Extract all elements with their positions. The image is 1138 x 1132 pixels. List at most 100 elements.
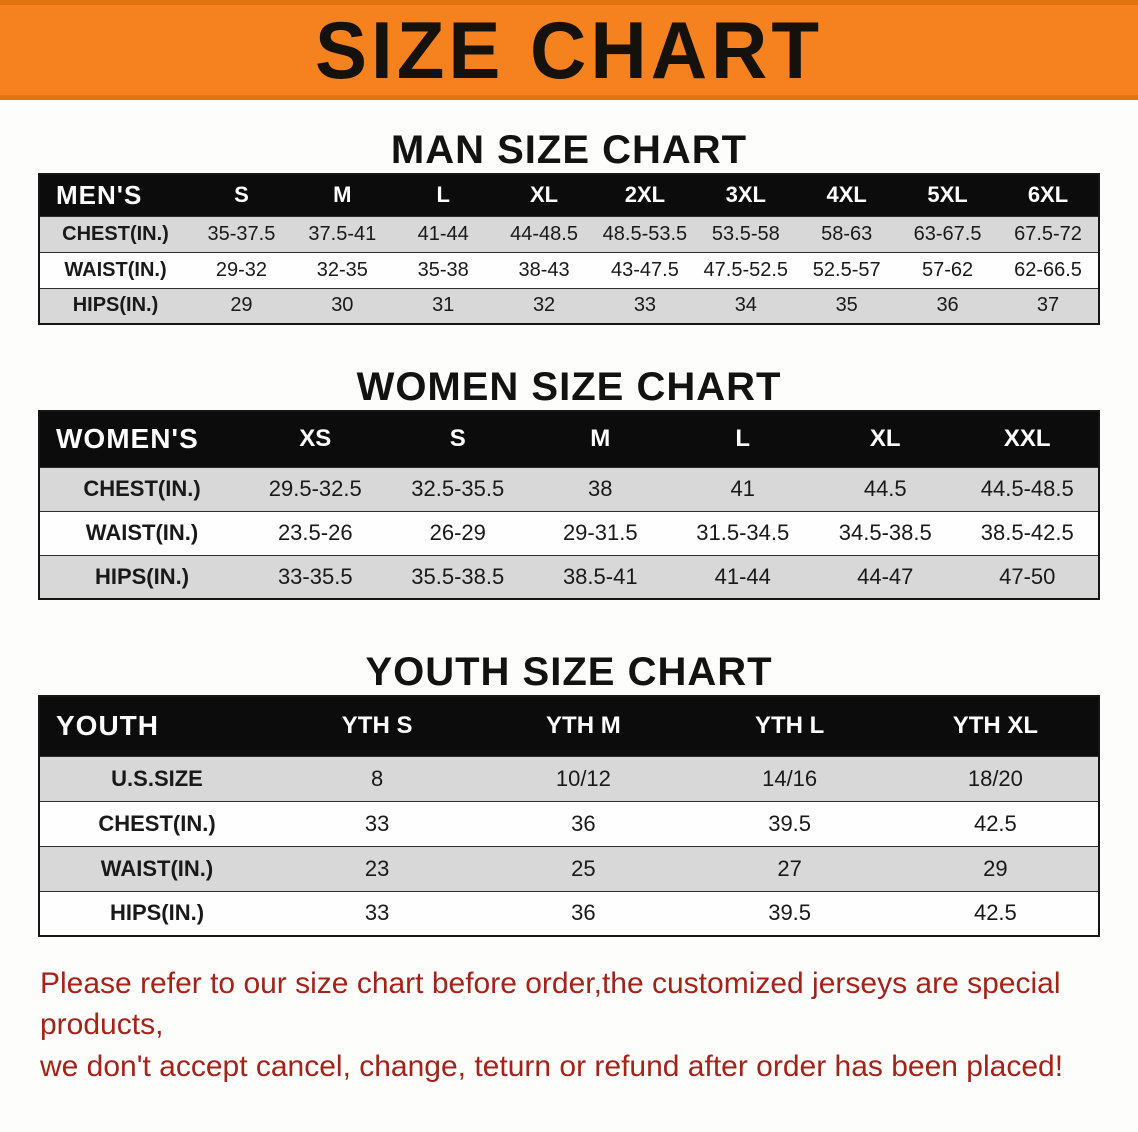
youth-section-title: YOUTH SIZE CHART [365,650,773,694]
women-col-header: XS [244,411,387,467]
table-cell: 30 [291,287,393,324]
women-header-row: WOMEN'S XS S M L XL XXL [39,411,1099,467]
table-cell: 48.5-53.5 [594,215,696,252]
table-cell: 58-63 [796,215,898,252]
table-cell: 37 [998,287,1099,324]
table-cell: 38.5-41 [529,554,672,599]
women-col-header: M [529,411,672,467]
table-cell: 31 [392,287,494,324]
table-row: WAIST(IN.) 23 25 27 29 [39,845,1099,891]
men-size-table: MEN'S S M L XL 2XL 3XL 4XL 5XL 6XL CHEST… [38,173,1100,325]
row-label: HIPS(IN.) [39,554,244,599]
footer-notice: Please refer to our size chart before or… [40,963,1110,1087]
table-row: WAIST(IN.) 29-32 32-35 35-38 38-43 43-47… [39,251,1099,288]
men-corner-label: MEN'S [39,174,191,216]
table-cell: 62-66.5 [998,251,1099,288]
row-label: CHEST(IN.) [39,800,274,846]
table-cell: 18/20 [892,755,1099,801]
table-cell: 39.5 [686,890,893,936]
youth-corner-label: YOUTH [39,696,274,756]
table-cell: 25 [480,845,687,891]
table-row: HIPS(IN.) 33-35.5 35.5-38.5 38.5-41 41-4… [39,554,1099,599]
youth-header-row: YOUTH YTH S YTH M YTH L YTH XL [39,696,1099,756]
table-row: CHEST(IN.) 33 36 39.5 42.5 [39,800,1099,846]
row-label: WAIST(IN.) [39,510,244,555]
youth-col-header: YTH M [480,696,687,756]
women-col-header: L [671,411,814,467]
women-col-header: S [386,411,529,467]
youth-size-table: YOUTH YTH S YTH M YTH L YTH XL U.S.SIZE … [38,695,1100,937]
banner: SIZE CHART [0,0,1138,100]
women-col-header: XXL [956,411,1099,467]
men-col-header: XL [493,174,595,216]
table-cell: 42.5 [892,890,1099,936]
table-cell: 36 [897,287,998,324]
table-cell: 32.5-35.5 [386,466,529,511]
table-cell: 38 [529,466,672,511]
men-col-header: 4XL [796,174,898,216]
table-cell: 42.5 [892,800,1099,846]
table-cell: 44.5 [814,466,957,511]
table-cell: 37.5-41 [291,215,393,252]
table-cell: 47.5-52.5 [695,251,797,288]
men-col-header: L [392,174,494,216]
table-cell: 10/12 [480,755,687,801]
table-cell: 33-35.5 [244,554,387,599]
men-header-row: MEN'S S M L XL 2XL 3XL 4XL 5XL 6XL [39,174,1099,216]
table-cell: 63-67.5 [897,215,998,252]
table-cell: 52.5-57 [796,251,898,288]
men-col-header: 3XL [695,174,797,216]
table-cell: 43-47.5 [594,251,696,288]
table-cell: 53.5-58 [695,215,797,252]
footer-line-1: Please refer to our size chart before or… [40,967,1061,1042]
table-cell: 57-62 [897,251,998,288]
table-cell: 35 [796,287,898,324]
table-cell: 35-37.5 [191,215,292,252]
women-section-title: WOMEN SIZE CHART [356,365,782,409]
row-label: CHEST(IN.) [39,466,244,511]
table-cell: 23.5-26 [244,510,387,555]
table-cell: 31.5-34.5 [671,510,814,555]
youth-col-header: YTH S [274,696,481,756]
table-cell: 44-48.5 [493,215,595,252]
row-label: CHEST(IN.) [39,215,191,252]
table-cell: 36 [480,890,687,936]
row-label: HIPS(IN.) [39,287,191,324]
row-label: WAIST(IN.) [39,251,191,288]
table-cell: 41 [671,466,814,511]
youth-col-header: YTH XL [892,696,1099,756]
table-cell: 44-47 [814,554,957,599]
row-label: U.S.SIZE [39,755,274,801]
page-title: SIZE CHART [315,4,823,95]
men-section-title: MAN SIZE CHART [390,128,748,172]
table-cell: 29 [892,845,1099,891]
table-row: CHEST(IN.) 29.5-32.5 32.5-35.5 38 41 44.… [39,466,1099,511]
table-cell: 38.5-42.5 [956,510,1099,555]
table-cell: 29.5-32.5 [244,466,387,511]
table-cell: 26-29 [386,510,529,555]
table-cell: 33 [274,890,481,936]
table-cell: 8 [274,755,481,801]
men-col-header: S [191,174,292,216]
men-col-header: M [291,174,393,216]
women-size-table: WOMEN'S XS S M L XL XXL CHEST(IN.) 29.5-… [38,410,1100,600]
table-cell: 33 [274,800,481,846]
table-row: CHEST(IN.) 35-37.5 37.5-41 41-44 44-48.5… [39,215,1099,252]
women-corner-label: WOMEN'S [39,411,244,467]
footer-line-2: we don't accept cancel, change, teturn o… [40,1049,1064,1083]
men-col-header: 2XL [594,174,696,216]
table-cell: 35.5-38.5 [386,554,529,599]
women-col-header: XL [814,411,957,467]
table-cell: 32-35 [291,251,393,288]
row-label: HIPS(IN.) [39,890,274,936]
table-cell: 41-44 [671,554,814,599]
table-cell: 32 [493,287,595,324]
table-cell: 33 [594,287,696,324]
table-cell: 29 [191,287,292,324]
table-cell: 35-38 [392,251,494,288]
table-row: HIPS(IN.) 33 36 39.5 42.5 [39,890,1099,936]
table-cell: 41-44 [392,215,494,252]
table-cell: 34 [695,287,797,324]
table-row: HIPS(IN.) 29 30 31 32 33 34 35 36 37 [39,287,1099,324]
